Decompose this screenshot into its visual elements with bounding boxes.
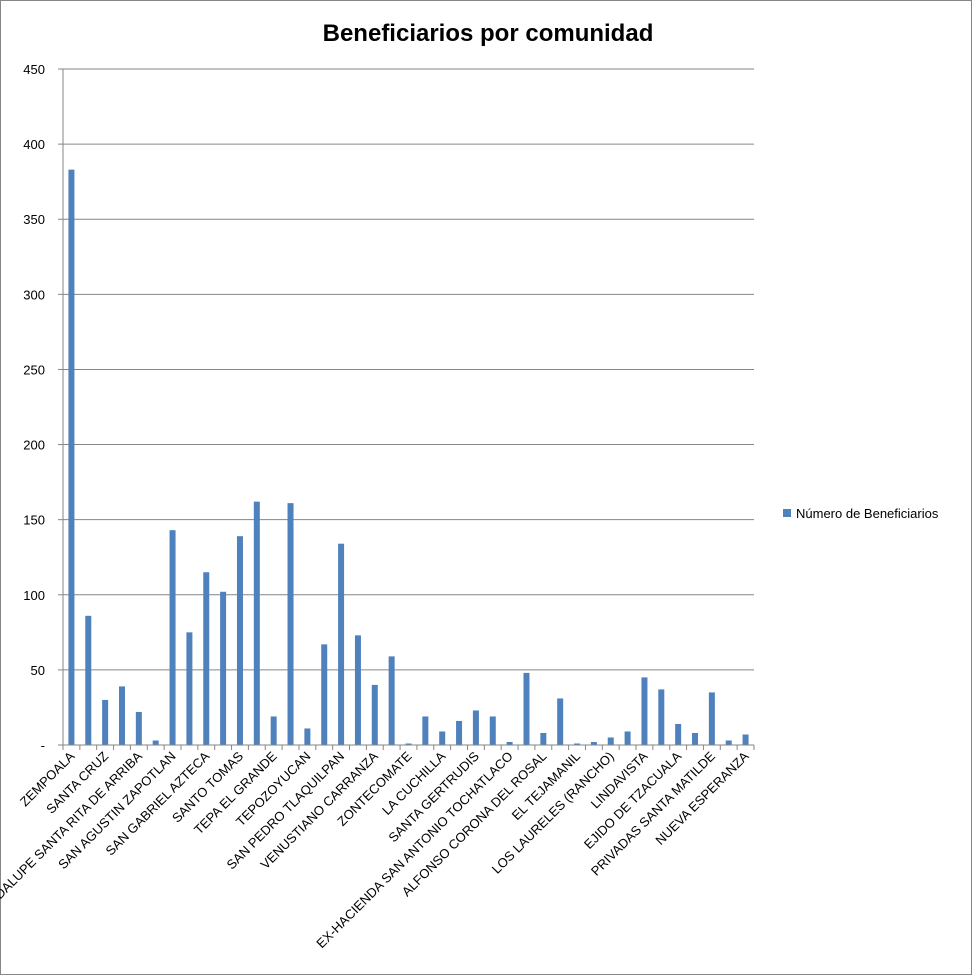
legend-swatch (783, 509, 791, 517)
bar (523, 672, 530, 745)
y-tick-label: 400 (23, 137, 45, 152)
bar (624, 731, 631, 745)
bar (118, 686, 125, 745)
bar (371, 684, 378, 745)
bar (186, 632, 193, 745)
bar (68, 169, 75, 745)
bar (456, 720, 463, 745)
bar (388, 656, 395, 745)
bar (135, 711, 142, 745)
legend-label: Número de Beneficiarios (796, 506, 939, 521)
bar (270, 716, 277, 745)
y-tick-label: 150 (23, 513, 45, 528)
bar (658, 689, 665, 745)
bar (422, 716, 429, 745)
y-tick-label: 450 (23, 62, 45, 77)
axes (62, 69, 755, 750)
bar (152, 740, 159, 745)
bar (557, 698, 564, 745)
bar (253, 501, 260, 745)
bar (439, 731, 446, 745)
bar (574, 743, 581, 745)
bar (169, 530, 176, 745)
bar (590, 741, 597, 745)
bar (675, 723, 682, 745)
bar (506, 741, 513, 745)
y-tick-label: - (41, 738, 45, 753)
y-tick-label: 350 (23, 212, 45, 227)
bar (287, 503, 294, 745)
bar (236, 536, 243, 745)
bar (489, 716, 496, 745)
bar (742, 734, 749, 745)
y-tick-label: 100 (23, 588, 45, 603)
bar (354, 635, 361, 745)
bar (405, 743, 412, 745)
bar (725, 740, 732, 745)
y-tick-label: 300 (23, 287, 45, 302)
gridlines (63, 68, 754, 671)
bar (540, 732, 547, 745)
legend: Número de Beneficiarios (783, 506, 939, 521)
bar (321, 644, 328, 745)
y-tick-label: 50 (31, 663, 45, 678)
bar (338, 543, 345, 745)
bar (692, 732, 699, 745)
y-tick-label: 250 (23, 362, 45, 377)
bar (472, 710, 479, 745)
y-tick-label: 200 (23, 438, 45, 453)
bar (102, 699, 109, 745)
bar (607, 737, 614, 745)
bar (304, 728, 311, 745)
chart-title: Beneficiarios por comunidad (323, 20, 654, 47)
bar (220, 591, 227, 745)
bar (708, 692, 715, 745)
bar (641, 677, 648, 745)
bar (85, 615, 92, 745)
bars (68, 169, 749, 745)
y-axis-ticks: - 50 100 150 200 250 300 350 400 450 (23, 62, 63, 753)
bar (203, 572, 210, 745)
